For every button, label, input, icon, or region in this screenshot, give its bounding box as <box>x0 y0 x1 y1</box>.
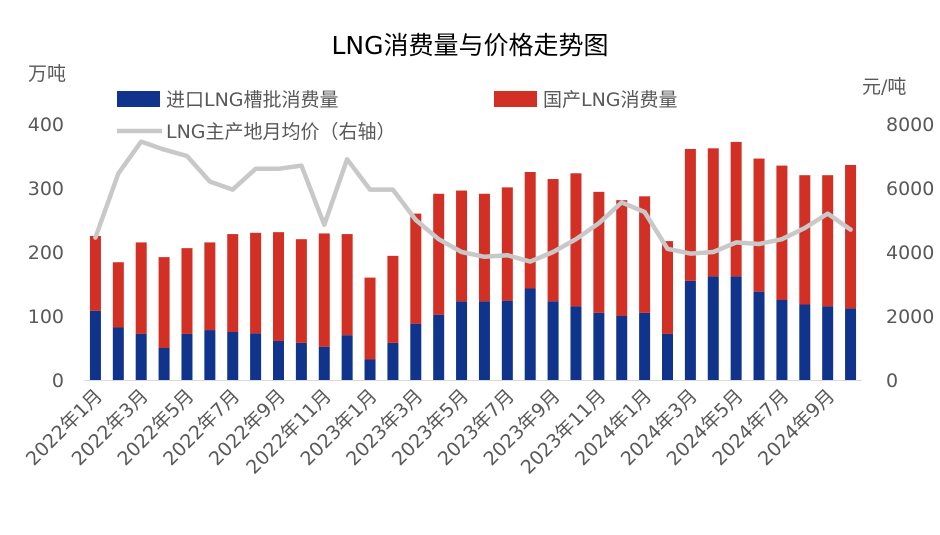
left-tick-label: 100 <box>28 306 64 328</box>
left-tick-label: 0 <box>52 370 64 392</box>
bar-domestic <box>112 262 124 328</box>
bar-domestic <box>662 241 673 334</box>
bar-import <box>845 308 857 380</box>
bar-domestic <box>89 236 101 311</box>
bar-domestic <box>387 255 399 343</box>
bar-domestic <box>181 248 193 334</box>
bar-import <box>639 312 651 380</box>
bar-import <box>433 314 445 380</box>
bar-import <box>364 359 376 380</box>
bar-domestic <box>158 257 170 348</box>
bar-domestic <box>822 175 834 307</box>
bar-import <box>822 306 834 380</box>
chart-title: LNG消费量与价格走势图 <box>331 31 608 60</box>
right-tick-label: 4000 <box>886 242 934 264</box>
legend-domestic-swatch <box>494 91 537 107</box>
bar-domestic <box>273 232 284 341</box>
bar-import <box>410 323 422 380</box>
bar-import <box>524 288 536 380</box>
bar-domestic <box>135 242 147 334</box>
bar-import <box>776 300 788 380</box>
bar-domestic <box>364 277 376 360</box>
bar-import <box>799 304 811 380</box>
bar-import <box>181 333 193 380</box>
left-tick-label: 200 <box>28 242 64 264</box>
bar-domestic <box>707 148 719 277</box>
right-tick-label: 0 <box>886 370 898 392</box>
bar-import <box>684 280 696 380</box>
bar-import <box>707 276 719 380</box>
bar-domestic <box>845 164 857 309</box>
legend: 进口LNG槽批消费量 国产LNG消费量 LNG主产地月均价（右轴） <box>117 89 678 143</box>
bar-import <box>387 342 399 380</box>
right-axis-unit: 元/吨 <box>862 76 906 98</box>
bar-import <box>204 330 216 380</box>
bar-import <box>250 333 262 380</box>
bar-import <box>318 346 330 380</box>
right-tick-label: 6000 <box>886 178 934 200</box>
left-tick-label: 300 <box>28 178 64 200</box>
left-axis-unit: 万吨 <box>28 63 66 85</box>
bar-import <box>616 316 628 380</box>
legend-import-label: 进口LNG槽批消费量 <box>166 89 339 111</box>
legend-domestic-label: 国产LNG消费量 <box>543 89 678 111</box>
bar-domestic <box>410 213 422 324</box>
right-axis: 0 2000 4000 6000 8000 <box>886 114 934 392</box>
bar-import <box>89 310 101 380</box>
bar-domestic <box>318 233 330 347</box>
bar-domestic <box>250 232 262 334</box>
bar-domestic <box>639 196 651 313</box>
bar-import <box>227 332 239 380</box>
bar-domestic <box>456 190 468 302</box>
bar-domestic <box>684 148 696 281</box>
bar-domestic <box>547 179 559 302</box>
bar-import <box>295 342 307 380</box>
price-line-series <box>93 139 853 264</box>
bar-domestic <box>501 187 513 301</box>
bar-domestic <box>730 141 742 277</box>
bar-import <box>456 301 468 380</box>
bar-domestic <box>341 234 353 336</box>
bar-import <box>547 301 559 380</box>
bar-domestic <box>753 158 765 292</box>
bar-import <box>593 312 605 380</box>
bar-import <box>753 291 765 380</box>
bar-domestic <box>295 239 307 343</box>
bar-domestic <box>799 175 811 305</box>
bar-domestic <box>776 165 788 300</box>
bar-domestic <box>204 242 216 331</box>
bar-domestic <box>616 200 628 316</box>
bar-import <box>273 340 284 380</box>
bar-series <box>89 141 857 380</box>
legend-price-label: LNG主产地月均价（右轴） <box>166 121 396 143</box>
bar-import <box>341 335 353 380</box>
x-axis-labels: 2022年1月2022年3月2022年5月2022年7月2022年9月2022年… <box>22 385 839 479</box>
bar-domestic <box>524 172 536 289</box>
bar-domestic <box>227 234 239 332</box>
bar-import <box>478 301 490 380</box>
bar-import <box>158 348 170 380</box>
left-tick-label: 400 <box>28 114 64 136</box>
legend-import-swatch <box>117 91 160 107</box>
bar-import <box>135 333 147 380</box>
bar-import <box>730 276 742 380</box>
right-tick-label: 8000 <box>886 114 934 136</box>
bar-import <box>112 327 124 380</box>
left-axis: 0 100 200 300 400 <box>28 114 64 392</box>
bar-domestic <box>433 193 445 315</box>
bar-import <box>662 333 673 380</box>
bar-import <box>570 306 582 380</box>
bar-domestic <box>478 193 490 302</box>
right-tick-label: 2000 <box>886 306 934 328</box>
bar-domestic <box>593 191 605 313</box>
price-line <box>93 139 853 264</box>
bar-import <box>501 300 513 380</box>
